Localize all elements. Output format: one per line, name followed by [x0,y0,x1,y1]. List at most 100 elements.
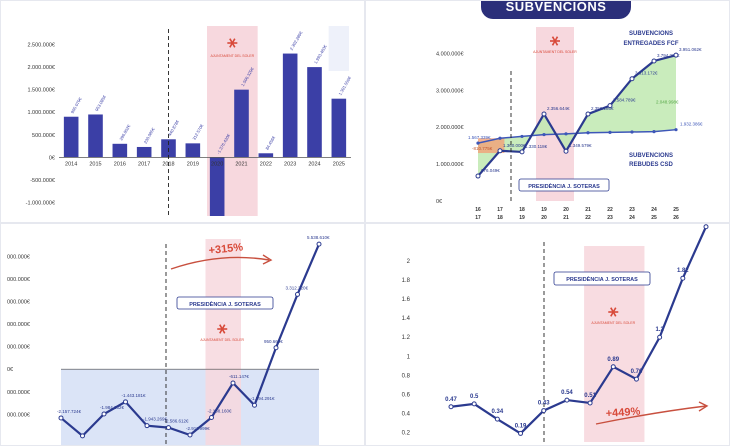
bar-value-label: 296.852€ [118,123,131,141]
x-tick-top: 25 [673,207,679,213]
ajuntament-logo-icon [227,38,238,48]
data-label-entregades: 1.330.118€ [525,144,548,149]
y-tick-label: 1.500.000€ [27,88,55,94]
data-point-entregades [563,148,569,154]
data-label-entregades: 3.951.062€ [679,47,702,52]
x-tick-label: 2014 [65,161,77,167]
logo-ray [554,36,559,42]
data-point-entregades [585,111,591,117]
data-label: 950.669€ [264,339,283,344]
data-point [657,334,663,340]
y-tick-label: 1.6 [402,297,411,303]
growth-label: +449% [605,406,641,420]
data-point-rebudes [674,128,678,132]
data-point [123,399,128,405]
x-tick-label: 2024 [308,161,320,167]
x-tick-label: 2022 [260,161,272,167]
y-tick-label: 000.000€ [7,345,30,351]
logo-ray [221,324,226,330]
data-label: -2.138.160€ [208,409,233,414]
highlight-label: AJUNTAMENT DEL SOLER [533,50,577,54]
data-label: 0.19 [515,423,527,429]
panel-bar-chart: AJUNTAMENT DEL SOLER -1.000.000€ -500.000€… [0,0,365,223]
data-label-entregades: 2.356.644€ [547,106,570,111]
badge-area [328,26,349,71]
y-tick-label: 000.000€ [7,254,30,260]
legend-entregades-line2: ENTREGADES FCF [623,41,678,47]
data-label: 0.47 [445,397,457,403]
x-tick-bottom: 23 [607,215,613,221]
data-label: -2.586.612€ [165,419,190,424]
y-tick-label: 0€ [436,199,442,205]
data-label: -1.594.291€ [251,396,276,401]
y-tick-label: 2.000.000€ [27,65,55,71]
y-tick-label: -500.000€ [30,178,55,184]
data-label-entregades: 676.049€ [481,168,500,173]
data-label: 0.43 [538,401,550,407]
data-point [295,291,300,297]
x-tick-top: 19 [541,207,547,213]
data-label-entregades: 1.349.579€ [569,143,592,148]
bar-value-label: 312.570€ [191,123,204,141]
bar [63,116,79,158]
y-tick-label: 2 [407,259,411,265]
growth-arrow [595,405,707,425]
ajuntament-logo-icon [550,36,560,46]
x-tick-label: 2017 [138,161,150,167]
bar-value-label: 953.085€ [94,94,107,112]
annotation-diff-right: 2.048.998€ [656,100,679,105]
y-tick-label: 1 [407,354,411,360]
data-label: -1.943.269€ [143,417,168,422]
x-tick-bottom: 24 [629,215,635,221]
presidency-label: PRESIDÈNCIA J. SOTERAS [528,182,600,190]
bar [88,114,103,158]
difference-area [478,55,676,177]
bar-value-label: 2.302.289€ [289,30,304,51]
bar-value-label: 1.993.463€ [313,43,328,64]
x-tick-label: 2016 [114,161,126,167]
x-tick-bottom: 22 [585,215,591,221]
legend-rebudes-line2: REBUDES CSD [629,162,673,168]
panel-balance-chart: AJUNTAMENT DEL SOLER 000.000€ 000.000€ 0€ 00… [0,223,365,446]
bar-value-label: 1.301.550€ [337,75,352,96]
data-point [587,400,593,406]
data-label: 0.51 [584,393,596,399]
x-tick-label: 2015 [89,161,101,167]
presidency-label: PRESIDÈNCIA J. SOTERAS [566,275,638,283]
logo-ray [612,307,617,313]
y-tick-label: 1.000.000€ [27,110,55,116]
x-tick-label: 2025 [333,161,345,167]
y-tick-label: 000.000€ [7,277,30,283]
y-tick-label: 0.2 [402,430,411,436]
y-tick-label: 2.000.000€ [436,125,464,131]
data-point [316,241,322,247]
data-point [680,275,686,281]
y-tick-label: 0.8 [402,373,411,379]
y-tick-label: 000.000€ [7,412,30,418]
y-tick-label: 4.000.000€ [436,51,464,57]
data-point [80,433,85,439]
data-point [144,423,150,429]
presidency-box [518,178,610,192]
y-tick-label: 3.000.000€ [436,88,464,94]
growth-arrow-head [698,401,709,412]
negative-zone [61,369,319,445]
x-tick-label: 2019 [187,161,199,167]
bar-value-label: 440.878€ [167,119,180,137]
ratio-chart-svg: AJUNTAMENT DEL SOLER 0.2 0.4 0.6 0.8 1 1.2 1.4 1… [402,224,709,442]
x-tick-top: 20 [563,207,569,213]
growth-arrow [170,256,270,270]
data-label: 5.538.610€ [307,235,330,240]
annotation-diff-left: -810.775€ [472,146,493,151]
data-point-rebudes [564,132,568,136]
legend-rebudes-line1: SUBVENCIONS [629,153,673,159]
highlight-label: AJUNTAMENT DEL SOLER [200,338,244,342]
legend-entregades-line1: SUBVENCIONS [629,31,673,37]
bar-value-label: 230.085€ [143,126,156,144]
y-tick-label: 0€ [49,155,55,161]
data-point [448,404,454,410]
data-label-entregades: 3.313.172€ [635,71,658,76]
y-tick-label: 0.6 [402,392,411,398]
ajuntament-logo-icon [608,307,619,317]
data-label: 0.89 [607,357,619,363]
